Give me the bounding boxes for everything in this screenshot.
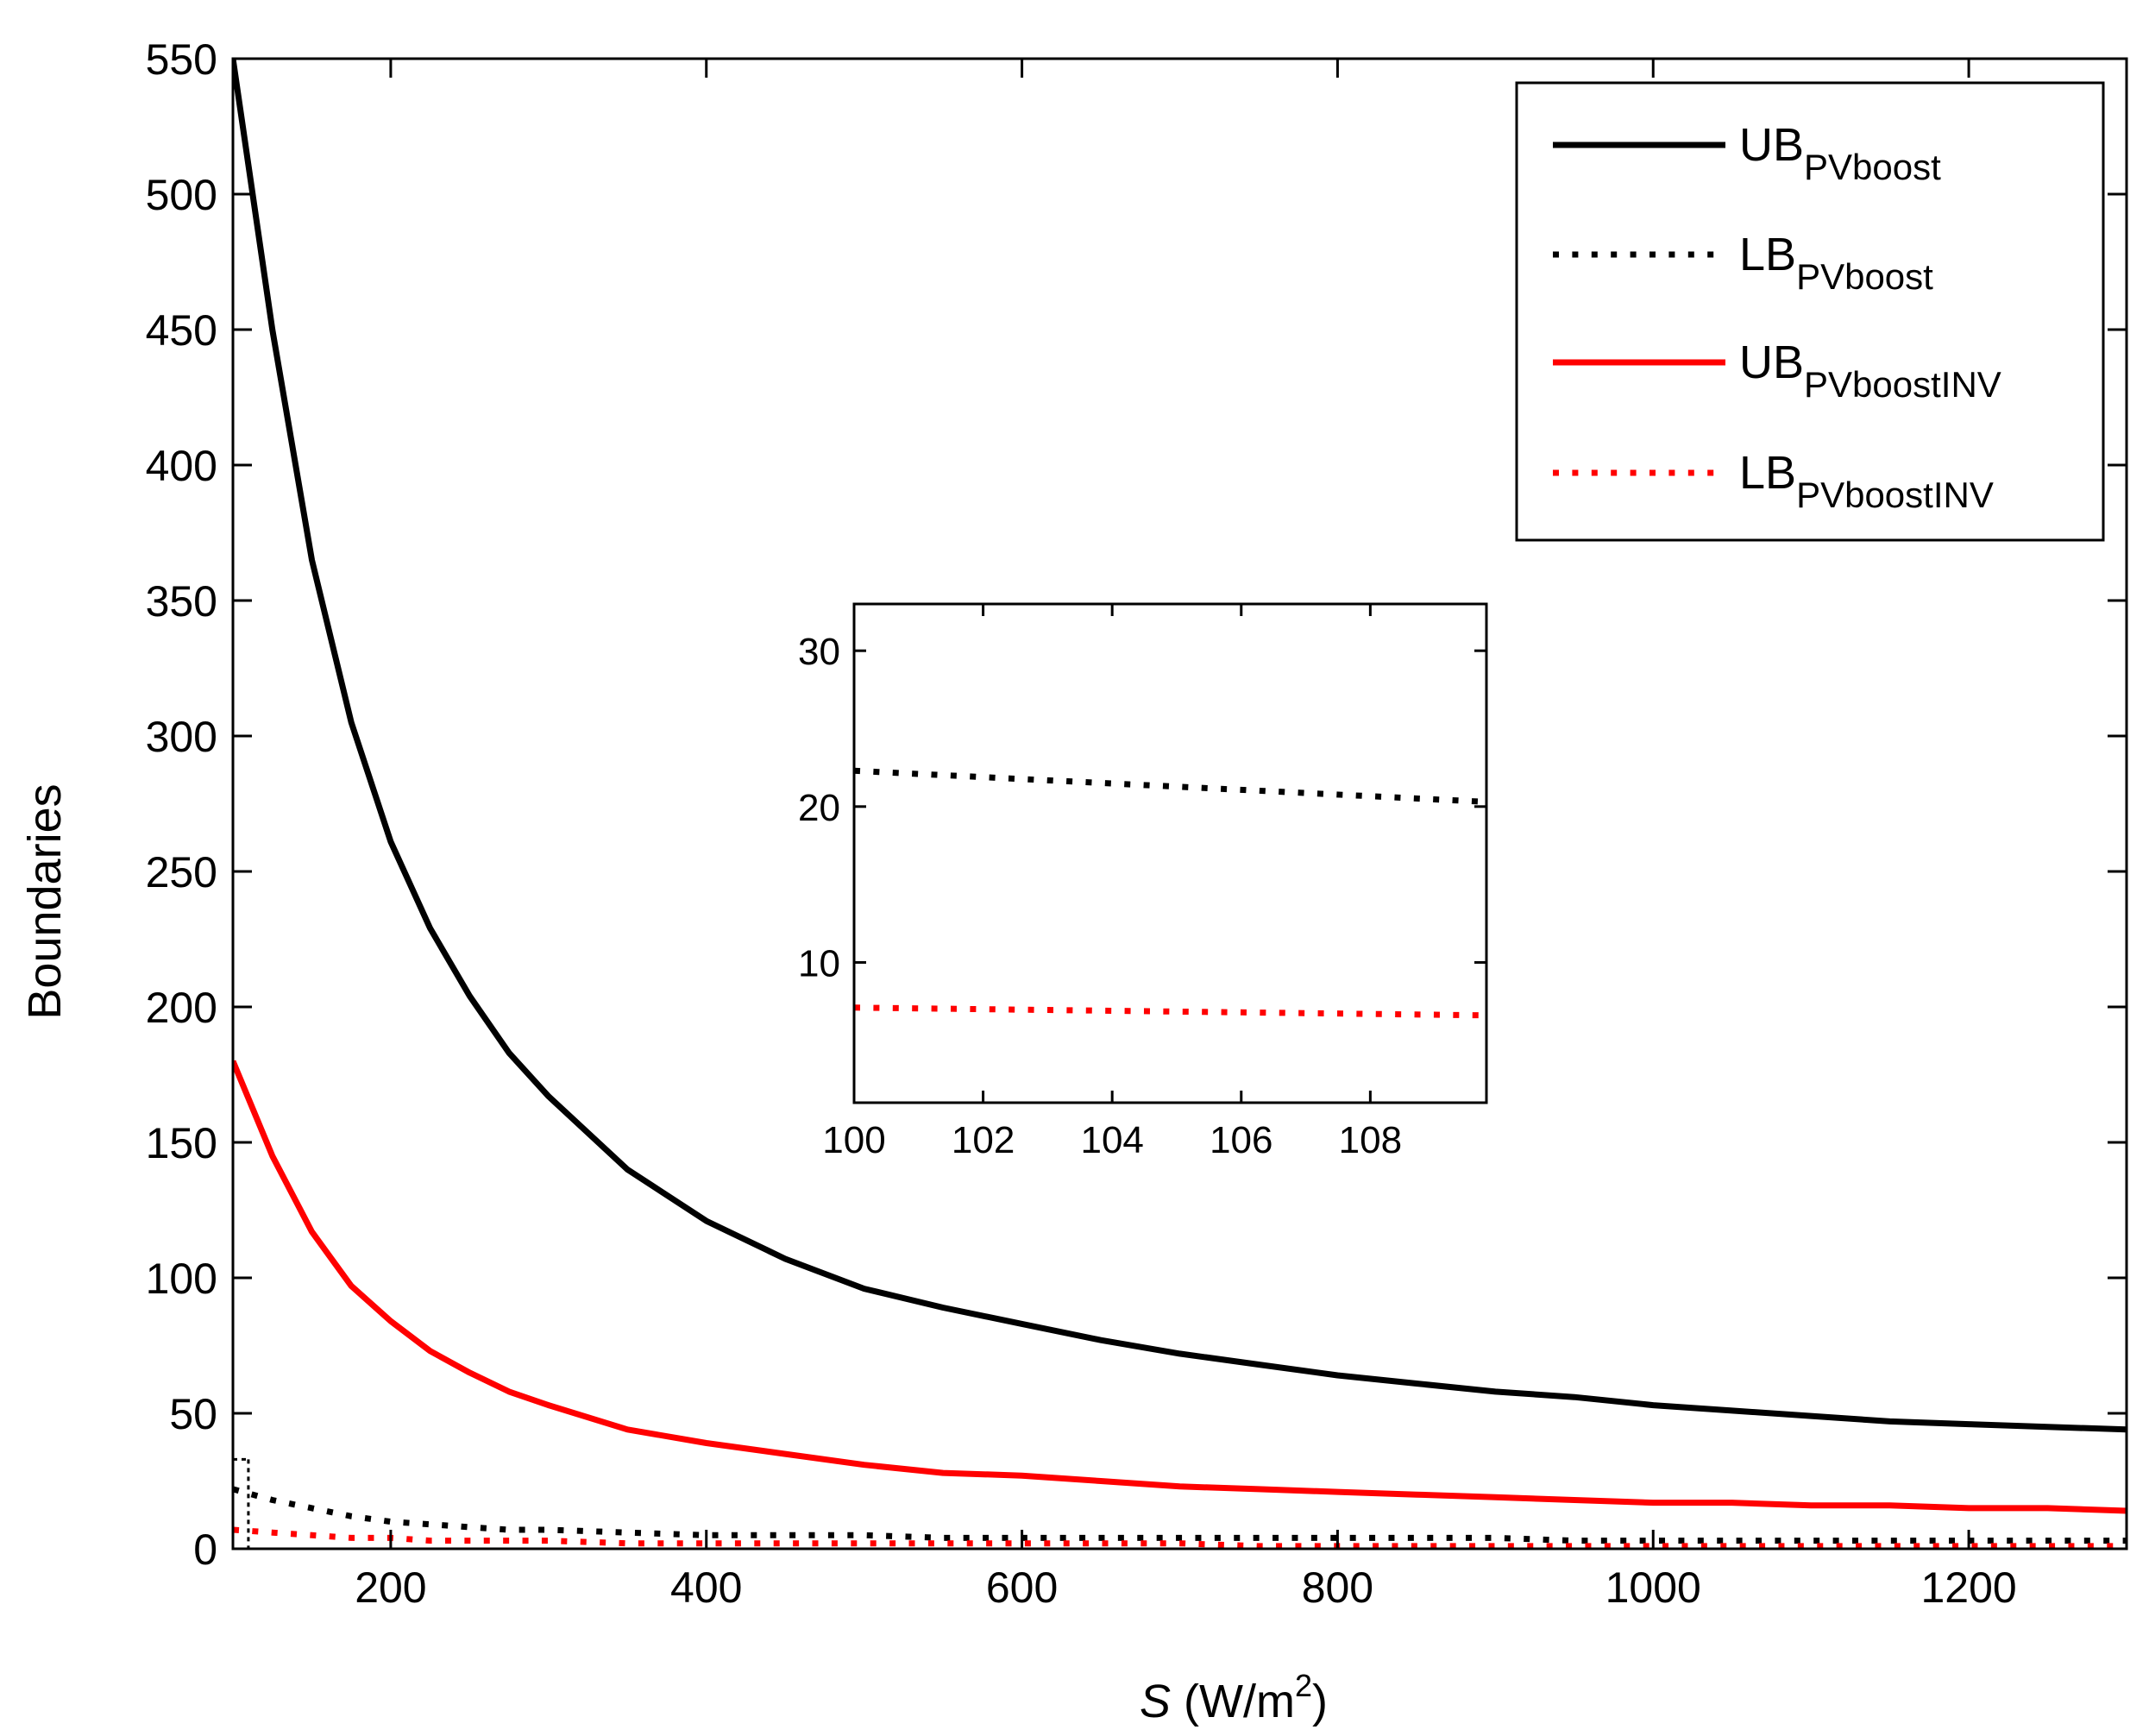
x-tick-label-800: 800 [1302, 1563, 1373, 1612]
legend-label-main-2: LB [1739, 229, 1796, 280]
legend-label-main-4: LB [1739, 447, 1796, 499]
inset-x-tick-label-102: 102 [952, 1119, 1015, 1161]
inset-series-line-1 [853, 767, 1487, 805]
inset-x-tick-label-104: 104 [1080, 1119, 1143, 1161]
legend-label-sub-4: PVboostINV [1796, 475, 1994, 515]
legend: UBPVboostLBPVboostUBPVboostINVLBPVboostI… [1515, 81, 2105, 542]
legend-label-1: UBPVboost [1739, 119, 1941, 187]
x-tick-label-600: 600 [986, 1563, 1058, 1612]
y-tick-label-350: 350 [146, 577, 217, 626]
x-tick-label-400: 400 [670, 1563, 742, 1612]
legend-label-sub-3: PVboostINV [1804, 364, 2001, 405]
inset-x-tick-label-100: 100 [822, 1119, 885, 1161]
series-line-1 [233, 59, 2127, 1433]
x-axis-label-superscript: 2 [1295, 1668, 1312, 1703]
inset-y-tick-label-30: 30 [798, 631, 840, 673]
y-tick-label-500: 500 [146, 171, 217, 219]
x-tick-label-1200: 1200 [1920, 1563, 2016, 1612]
x-axis-label-variable: S [1140, 1676, 1171, 1727]
x-axis-label: S (W/m2) [1140, 1668, 1328, 1727]
legend-label-sub-2: PVboost [1796, 256, 1933, 297]
inset-x-tick-label-106: 106 [1210, 1119, 1272, 1161]
x-axis-label-unit: (W/m [1171, 1676, 1295, 1727]
inset-series-line-2 [853, 1004, 1487, 1019]
y-tick-label-450: 450 [146, 306, 217, 355]
legend-label-sub-1: PVboost [1804, 147, 1941, 187]
y-tick-label-100: 100 [146, 1255, 217, 1303]
main-axes: 200 400 600 800 1000 1200 0 50 100 150 200 250 300 35… [146, 35, 2128, 1612]
legend-label-main-1: UB [1739, 119, 1804, 171]
inset-plot: 100 102 104 106 108 10 20 30 [798, 602, 1488, 1161]
x-axis-label-close: ) [1312, 1676, 1328, 1727]
y-tick-label-200: 200 [146, 984, 217, 1032]
y-tick-label-150: 150 [146, 1119, 217, 1167]
legend-box [1515, 81, 2105, 542]
x-tick-label-1000: 1000 [1605, 1563, 1701, 1612]
legend-label-2: LBPVboost [1739, 229, 1933, 297]
plot-frame [231, 57, 2128, 1550]
y-tick-label-0: 0 [193, 1525, 217, 1574]
legend-label-main-3: UB [1739, 337, 1804, 388]
x-tick-label-200: 200 [355, 1563, 426, 1612]
inset-background [854, 604, 1486, 1103]
y-tick-label-250: 250 [146, 848, 217, 896]
y-tick-label-50: 50 [169, 1390, 217, 1438]
y-axis-label: Boundaries [19, 783, 71, 1019]
inset-x-tick-label-108: 108 [1339, 1119, 1402, 1161]
inset-y-tick-label-20: 20 [798, 787, 840, 829]
legend-label-4: LBPVboostINV [1739, 447, 1994, 515]
series-line-3 [233, 1060, 2127, 1514]
y-tick-label-550: 550 [146, 35, 217, 84]
legend-label-3: UBPVboostINV [1739, 337, 2001, 405]
inset-y-tick-label-10: 10 [798, 942, 840, 984]
y-tick-label-300: 300 [146, 713, 217, 761]
inset-frame [852, 602, 1488, 1104]
y-tick-label-400: 400 [146, 442, 217, 490]
